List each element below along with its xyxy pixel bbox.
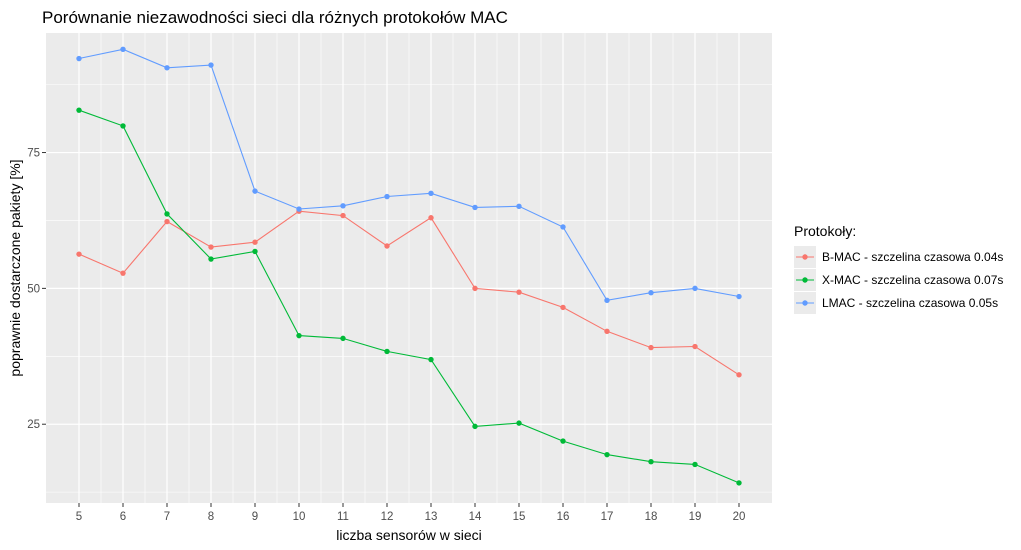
data-point bbox=[340, 335, 346, 342]
legend-label: LMAC - szczelina czasowa 0.05s bbox=[822, 296, 998, 310]
x-tick-label: 16 bbox=[557, 511, 570, 523]
data-point bbox=[428, 190, 434, 196]
series-1 bbox=[76, 107, 742, 486]
x-tick-label: 15 bbox=[513, 511, 526, 523]
legend-items: B-MAC - szczelina czasowa 0.04s X-MAC - s… bbox=[794, 246, 1003, 314]
x-tick-label: 6 bbox=[120, 511, 126, 523]
legend-key-point bbox=[802, 254, 808, 260]
data-point bbox=[164, 65, 170, 71]
data-point bbox=[340, 212, 346, 219]
data-point bbox=[560, 224, 566, 230]
data-point bbox=[736, 372, 742, 378]
y-tick-label: 75 bbox=[27, 148, 40, 160]
data-point bbox=[208, 244, 214, 250]
chart-title: Porównanie niezawodności sieci dla różny… bbox=[42, 8, 508, 27]
legend-label: B-MAC - szczelina czasowa 0.04s bbox=[822, 250, 1003, 264]
x-tick-label: 11 bbox=[337, 511, 349, 523]
series-line bbox=[78, 109, 740, 484]
y-axis-title: poprawnie dostarczone pakiety [%] bbox=[7, 159, 23, 376]
data-point bbox=[428, 215, 434, 221]
x-tick-label: 19 bbox=[689, 511, 702, 523]
legend-key-point bbox=[802, 277, 808, 283]
series-layer bbox=[76, 46, 742, 486]
data-point bbox=[120, 46, 126, 53]
data-point bbox=[560, 304, 566, 311]
series-line bbox=[78, 48, 740, 301]
data-point bbox=[296, 206, 302, 212]
x-tick-label: 5 bbox=[76, 511, 82, 523]
data-point bbox=[648, 344, 654, 351]
data-point bbox=[736, 293, 742, 300]
data-point bbox=[296, 332, 302, 339]
x-tick-label: 18 bbox=[645, 511, 658, 523]
y-tick-label: 50 bbox=[27, 283, 40, 295]
data-point bbox=[384, 348, 390, 355]
legend-item: X-MAC - szczelina czasowa 0.07s bbox=[794, 269, 1003, 291]
data-point bbox=[208, 256, 214, 262]
data-point bbox=[76, 55, 82, 62]
series-2 bbox=[76, 46, 742, 304]
data-point bbox=[164, 218, 170, 225]
data-point bbox=[76, 107, 82, 113]
data-point bbox=[120, 270, 126, 276]
data-point bbox=[472, 285, 478, 292]
data-point bbox=[516, 289, 522, 295]
x-tick-label: 14 bbox=[469, 511, 482, 523]
y-tick-label: 25 bbox=[27, 419, 40, 431]
series-line bbox=[78, 210, 740, 376]
data-point bbox=[340, 203, 346, 209]
legend-label: X-MAC - szczelina czasowa 0.07s bbox=[822, 273, 1003, 287]
data-point bbox=[252, 248, 258, 255]
data-point bbox=[516, 420, 522, 426]
x-axis: 5 6 7 8 9 10 11 12 13 14 15 16 17 18 19 20 bbox=[76, 503, 746, 523]
legend-key-point bbox=[802, 300, 808, 306]
data-point bbox=[560, 438, 566, 444]
x-tick-label: 13 bbox=[425, 511, 438, 523]
legend-item: B-MAC - szczelina czasowa 0.04s bbox=[794, 246, 1003, 268]
legend: Protokoły: B-MAC - szczelina czasowa 0.0… bbox=[794, 223, 1003, 314]
data-point bbox=[692, 285, 698, 292]
data-point bbox=[692, 461, 698, 468]
data-point bbox=[736, 480, 742, 486]
data-point bbox=[164, 211, 170, 217]
y-axis: 25 50 75 bbox=[27, 148, 46, 431]
data-point bbox=[120, 123, 126, 129]
data-point bbox=[252, 188, 258, 194]
legend-title: Protokoły: bbox=[794, 223, 856, 239]
x-tick-label: 8 bbox=[208, 511, 214, 523]
data-point bbox=[692, 343, 698, 350]
data-point bbox=[604, 328, 610, 335]
data-point bbox=[208, 62, 214, 68]
legend-item: LMAC - szczelina czasowa 0.05s bbox=[794, 292, 998, 314]
x-tick-label: 7 bbox=[164, 511, 170, 523]
data-point bbox=[648, 459, 654, 465]
data-point bbox=[428, 356, 434, 363]
grid-major bbox=[46, 33, 772, 503]
data-point bbox=[604, 297, 610, 304]
x-tick-label: 20 bbox=[733, 511, 746, 523]
x-tick-label: 17 bbox=[601, 511, 614, 523]
data-point bbox=[516, 203, 522, 210]
data-point bbox=[472, 423, 478, 430]
x-tick-label: 10 bbox=[293, 511, 306, 523]
data-point bbox=[648, 290, 654, 296]
x-axis-title: liczba sensorów w sieci bbox=[336, 527, 482, 543]
data-point bbox=[604, 451, 610, 458]
data-point bbox=[472, 204, 478, 211]
data-point bbox=[252, 239, 258, 245]
x-tick-label: 12 bbox=[381, 511, 394, 523]
data-point bbox=[384, 193, 390, 200]
data-point bbox=[76, 251, 82, 257]
x-tick-label: 9 bbox=[252, 511, 258, 523]
data-point bbox=[384, 243, 390, 249]
